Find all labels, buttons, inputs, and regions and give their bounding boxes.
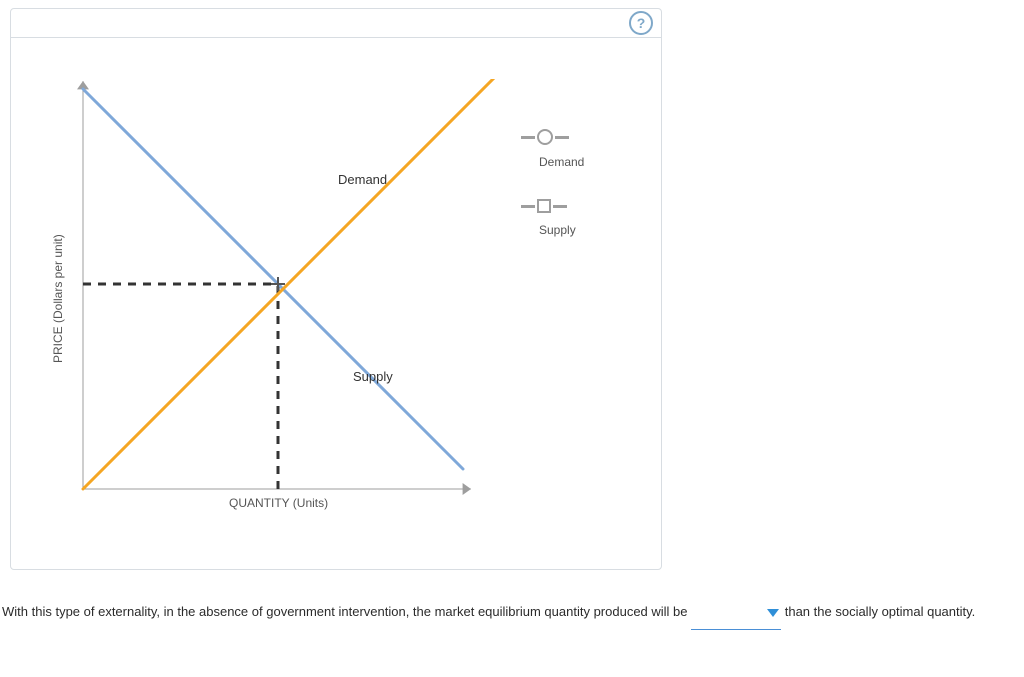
legend-label-supply: Supply (539, 223, 584, 237)
legend-item-supply[interactable]: Supply (521, 199, 584, 237)
answer-dropdown[interactable] (691, 597, 781, 630)
chevron-down-icon (767, 609, 779, 617)
y-axis-label: PRICE (Dollars per unit) (51, 99, 65, 499)
chart-area: PRICE (Dollars per unit) Demand Supply (51, 79, 513, 519)
panel-toolbar: ? (11, 9, 661, 38)
question-pre: With this type of externality, in the ab… (2, 604, 691, 619)
chart-legend: Demand Supply (521, 129, 584, 267)
question-text: With this type of externality, in the ab… (2, 597, 1020, 630)
chart-panel: ? PRICE (Dollars per unit) DemandSupply … (10, 8, 662, 570)
legend-item-demand[interactable]: Demand (521, 129, 584, 169)
legend-marker-circle (521, 129, 584, 145)
legend-label-demand: Demand (539, 155, 584, 169)
x-axis-label: QUANTITY (Units) (229, 496, 328, 510)
question-post: than the socially optimal quantity. (781, 604, 975, 619)
help-icon[interactable]: ? (629, 11, 653, 35)
supply-demand-chart: Demand Supply (73, 79, 513, 519)
svg-text:Supply: Supply (353, 369, 393, 384)
svg-text:Demand: Demand (338, 172, 387, 187)
legend-marker-square (521, 199, 584, 213)
